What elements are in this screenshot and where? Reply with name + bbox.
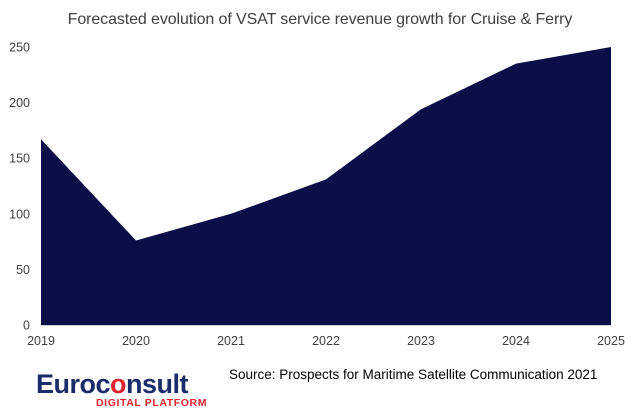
logo-wordmark: Euroconsult [36, 369, 189, 399]
logo-o-mark: o [110, 369, 127, 399]
source-note: Source: Prospects for Maritime Satellite… [229, 367, 598, 382]
area-layer [40, 46, 612, 325]
x-tick-label: 2023 [407, 334, 435, 348]
area-chart: 0 50 100 150 200 250 2019 2020 2021 2022 2023 2024… [9, 41, 625, 349]
x-tick-label: 2022 [312, 334, 340, 348]
logo-word-part: nsult [126, 369, 189, 399]
x-tick-labels: 2019 2020 2021 2022 2023 2024 2025 [27, 334, 625, 348]
euroconsult-logo: Euroconsult DIGITAL PLATFORM [36, 370, 206, 410]
x-tick-label: 2021 [217, 334, 245, 348]
x-tick-label: 2020 [122, 334, 150, 348]
x-tick-label: 2025 [597, 334, 625, 348]
x-tick-label: 2024 [502, 334, 530, 348]
y-tick-label: 200 [9, 96, 30, 110]
y-tick-labels: 0 50 100 150 200 250 [9, 41, 30, 333]
chart-title: Forecasted evolution of VSAT service rev… [67, 11, 573, 28]
logo-tagline: DIGITAL PLATFORM [96, 397, 208, 409]
logo-word-part: Euroc [36, 369, 111, 399]
y-tick-label: 100 [9, 207, 30, 221]
y-tick-label: 50 [16, 263, 30, 277]
x-tick-label: 2019 [27, 334, 55, 348]
series-area [41, 47, 611, 325]
y-tick-label: 250 [9, 41, 30, 55]
y-tick-label: 150 [9, 152, 30, 166]
y-tick-label: 0 [23, 319, 30, 333]
